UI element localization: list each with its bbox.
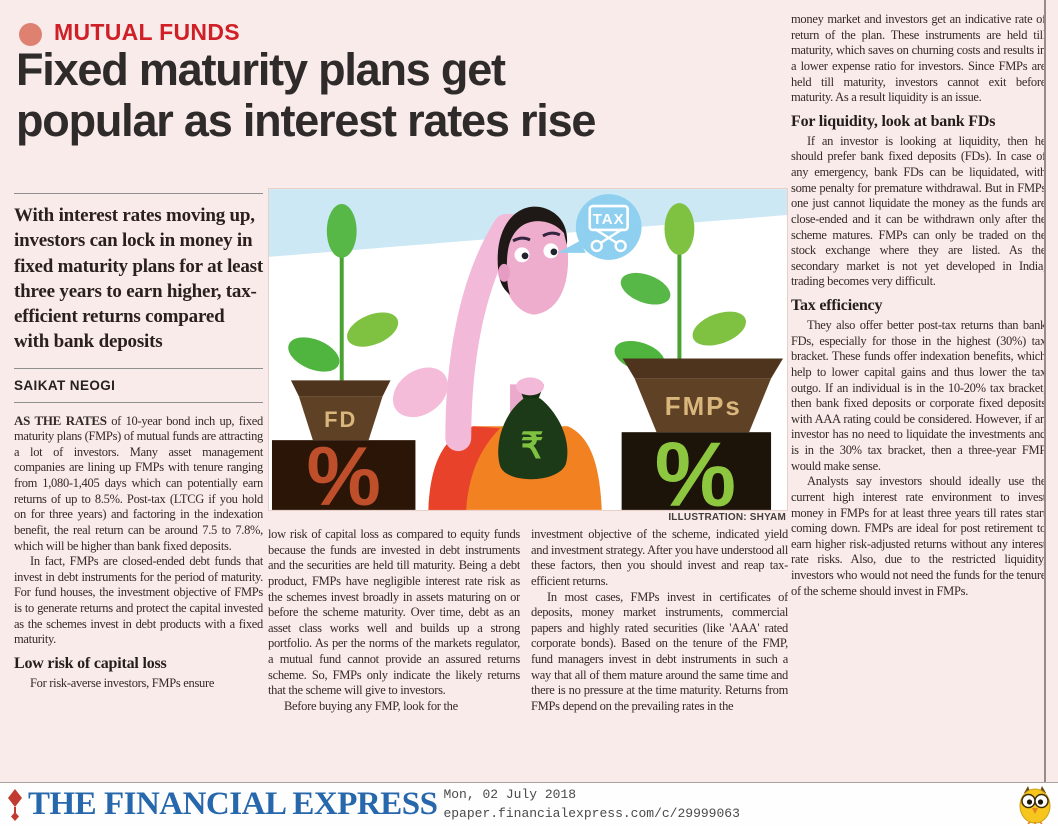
- illustration-credit: ILLUSTRATION: SHYAM: [668, 512, 786, 523]
- column-4: money market and investors get an indica…: [791, 12, 1046, 781]
- column-3: investment objective of the scheme, indi…: [531, 527, 788, 783]
- body-paragraph: AS THE RATES of 10-year bond inch up, fi…: [14, 413, 263, 555]
- rupee-symbol: ₹: [521, 426, 544, 466]
- body-paragraph: investment objective of the scheme, indi…: [531, 527, 788, 588]
- article-headline: Fixed maturity plans get popular as inte…: [16, 44, 756, 147]
- footer-date: Mon, 02 July 2018: [443, 786, 577, 802]
- masthead-title: THE FINANCIAL EXPRESS: [28, 786, 438, 822]
- fd-pot: FD: [290, 380, 391, 441]
- raised-arm: [445, 214, 520, 452]
- body-paragraph: In most cases, FMPs invest in certificat…: [531, 589, 788, 713]
- headline-line-2: popular as interest rates rise: [16, 95, 596, 147]
- hair: [497, 206, 568, 295]
- section-subhead: For liquidity, look at bank FDs: [791, 112, 996, 130]
- tax-bubble: TAX: [557, 194, 642, 260]
- body-paragraph: If an investor is looking at liquidity, …: [791, 133, 1046, 289]
- column-4-body: money market and investors get an indica…: [791, 12, 1046, 599]
- body-paragraph: They also offer better post-tax returns …: [791, 318, 1046, 473]
- body-paragraph: For risk-averse investors, FMPs ensure: [30, 675, 215, 690]
- masthead-logo[interactable]: THE FINANCIAL EXPRESS: [8, 786, 438, 823]
- standfirst: With interest rates moving up, investors…: [14, 193, 263, 369]
- money-bag: ₹: [498, 377, 568, 480]
- headline-line-1: Fixed maturity plans get: [16, 44, 506, 95]
- column-2: low risk of capital loss as compared to …: [268, 527, 520, 783]
- footer-url[interactable]: epaper.financialexpress.com/c/29999063: [443, 805, 740, 821]
- diamond-icon: [8, 788, 22, 821]
- fmp-plant: [614, 203, 746, 372]
- tax-label: TAX: [593, 211, 625, 228]
- fd-percent-symbol: %: [307, 429, 381, 510]
- column-1-body: AS THE RATES of 10-year bond inch up, fi…: [14, 413, 263, 692]
- open-hand: [392, 367, 448, 418]
- fd-pot-label: FD: [324, 407, 357, 432]
- scissors-icon: [594, 227, 624, 244]
- footer-meta: Mon, 02 July 2018 epaper.financialexpres…: [443, 786, 739, 824]
- section-subhead: Low risk of capital loss: [14, 654, 167, 672]
- fd-plant: [288, 204, 399, 385]
- body-paragraph: Analysts say investors should ideally us…: [791, 474, 1046, 598]
- column-1: With interest rates moving up, investors…: [14, 193, 263, 692]
- lead-in: AS THE RATES: [14, 412, 107, 428]
- paragraph-text: of 10-year bond inch up, fixed maturity …: [14, 413, 263, 553]
- column-3-body: investment objective of the scheme, indi…: [531, 527, 788, 715]
- fd-percent-box: %: [271, 429, 416, 510]
- fmp-percent-box: %: [621, 424, 772, 510]
- owl-mascot-icon[interactable]: [1018, 786, 1052, 824]
- illustration-canvas: FD % FMPs %: [269, 189, 787, 510]
- section-subhead: Tax efficiency: [791, 297, 883, 314]
- fmp-pot-label: FMPs: [665, 393, 742, 421]
- footer-bar: THE FINANCIAL EXPRESS Mon, 02 July 2018 …: [0, 782, 1058, 826]
- head: [500, 211, 569, 315]
- gripping-hand: [516, 377, 544, 396]
- body-paragraph: Before buying any FMP, look for the: [284, 698, 458, 713]
- byline: SAIKAT NEOGI: [14, 378, 263, 403]
- column-2-body: low risk of capital loss as compared to …: [268, 527, 520, 715]
- body-paragraph: In fact, FMPs are closed-ended debt fund…: [14, 554, 263, 647]
- body-paragraph: low risk of capital loss as compared to …: [268, 527, 520, 698]
- body-paragraph: money market and investors get an indica…: [791, 12, 1046, 105]
- page-edge-rule: [1044, 0, 1046, 782]
- fmp-percent-symbol: %: [655, 424, 736, 510]
- section-kicker: MUTUAL FUNDS: [54, 19, 240, 45]
- article-illustration: FD % FMPs %: [268, 188, 788, 511]
- fmp-pot: FMPs: [622, 358, 784, 433]
- kicker-dot-icon: [19, 23, 42, 46]
